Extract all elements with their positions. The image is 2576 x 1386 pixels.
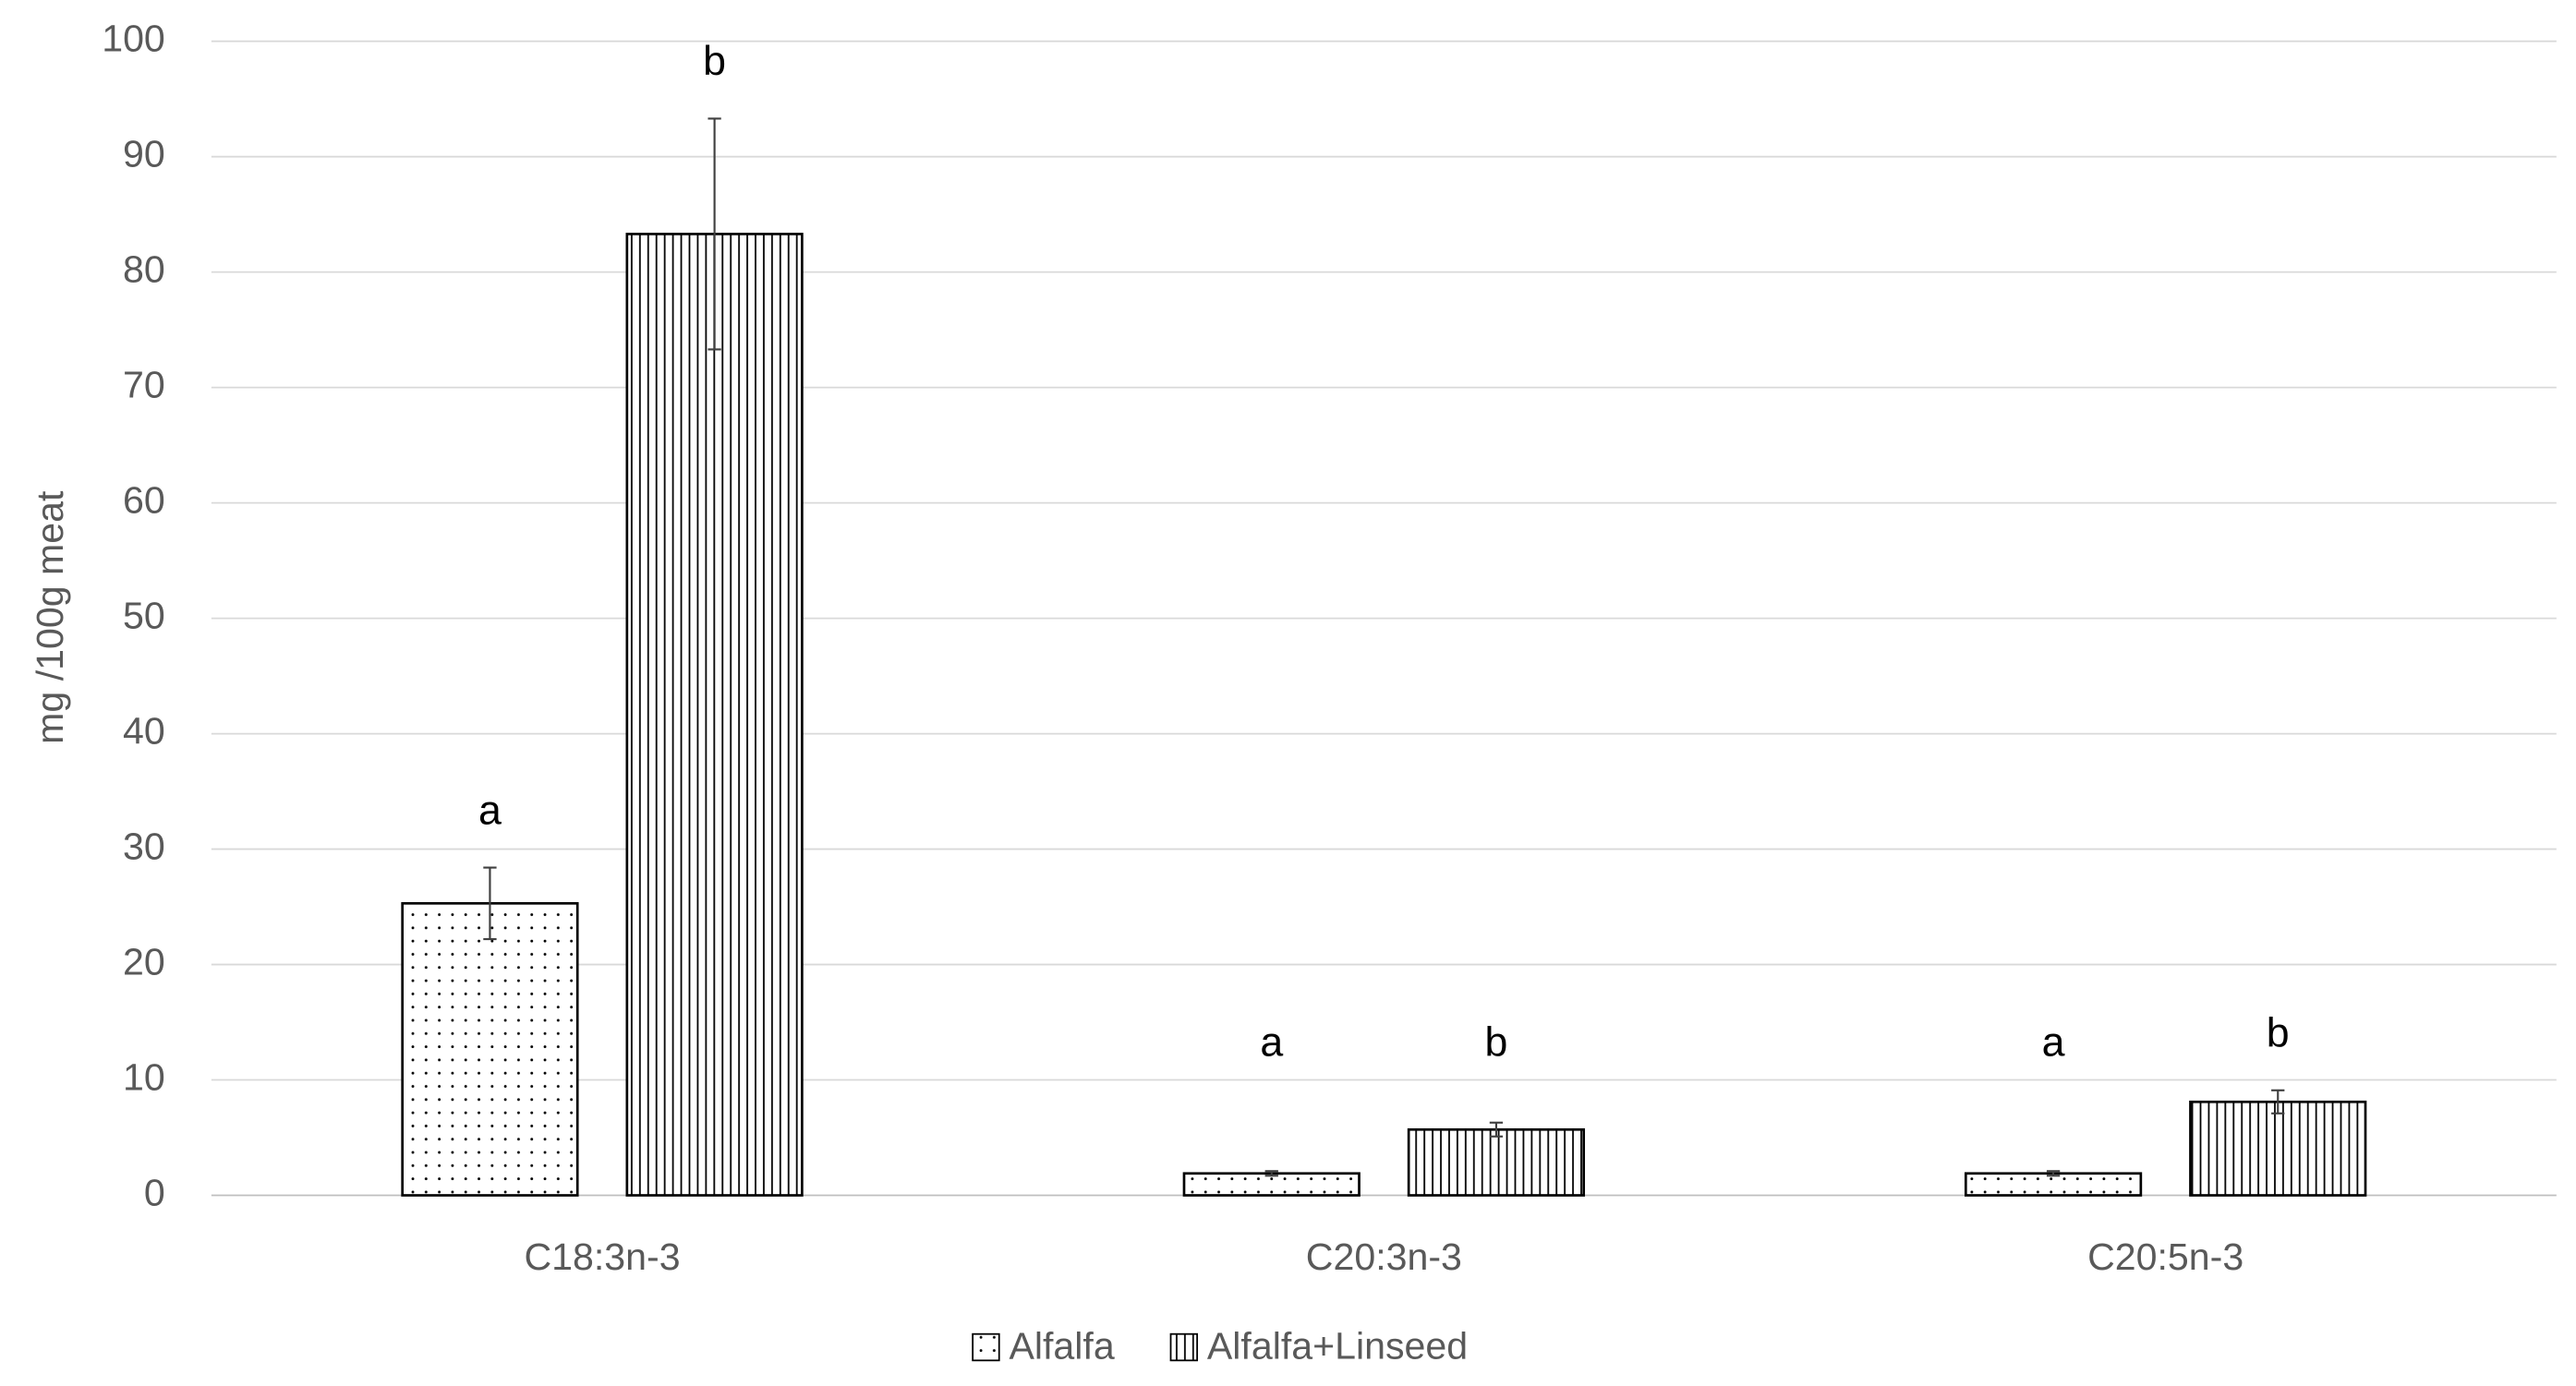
significance-label: b — [703, 39, 726, 84]
legend-swatch — [1169, 1332, 1199, 1362]
y-tick-label: 20 — [123, 940, 165, 982]
significance-label: a — [1260, 1020, 1283, 1066]
y-tick-label: 70 — [123, 364, 165, 406]
significance-label: a — [478, 788, 502, 833]
bar — [2189, 1100, 2367, 1197]
y-tick-label: 40 — [123, 709, 165, 752]
plot: mg /100g meat 0 10 20 30 40 50 60 70 80 90 100 C18:… — [29, 18, 2557, 1368]
y-tick-label: 60 — [123, 478, 165, 521]
bar — [401, 901, 579, 1197]
bar — [625, 233, 804, 1197]
y-axis-title: mg /100g meat — [29, 490, 71, 744]
x-tick-label: C20:5n-3 — [2087, 1235, 2243, 1278]
bar — [1407, 1127, 1586, 1197]
legend-label: Alfalfa+Linseed — [1207, 1325, 1468, 1368]
significance-label: b — [1484, 1020, 1507, 1066]
y-tick-label: 0 — [144, 1171, 165, 1213]
y-tick-label: 30 — [123, 825, 165, 867]
y-tick-label: 50 — [123, 594, 165, 636]
significance-label: a — [2042, 1020, 2065, 1066]
y-tick-label: 90 — [123, 133, 165, 175]
legend-swatch — [972, 1332, 1000, 1362]
y-tick-label: 10 — [123, 1055, 165, 1098]
legend-label: Alfalfa — [1009, 1325, 1114, 1368]
y-tick-label: 80 — [123, 248, 165, 291]
y-tick-label: 100 — [102, 18, 165, 60]
x-tick-label: C18:3n-3 — [524, 1235, 680, 1278]
significance-label: b — [2267, 1011, 2290, 1056]
x-tick-label: C20:3n-3 — [1306, 1235, 1462, 1278]
